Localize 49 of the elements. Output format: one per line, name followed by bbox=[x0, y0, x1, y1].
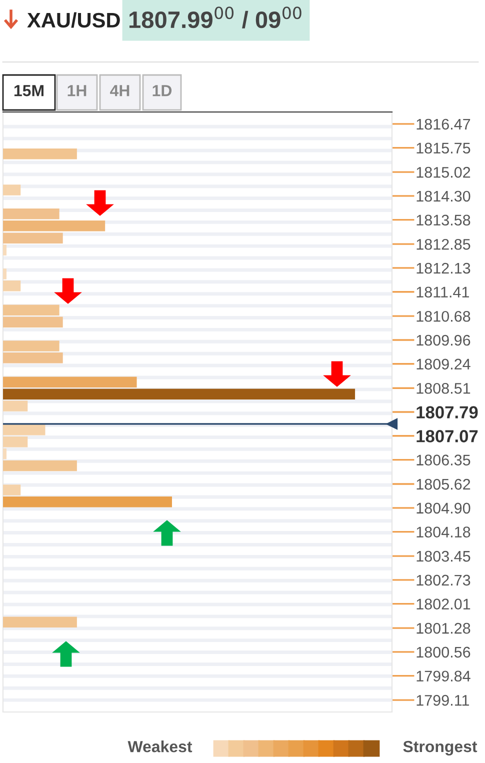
bar bbox=[3, 220, 106, 232]
bar bbox=[3, 280, 21, 292]
y-tick-label: 1801.28 bbox=[416, 622, 470, 634]
bar bbox=[3, 616, 77, 628]
y-tick-label: 1802.73 bbox=[416, 574, 470, 586]
y-tick-label: 1799.84 bbox=[416, 670, 470, 682]
bar bbox=[3, 268, 7, 280]
text: Weakest bbox=[128, 740, 192, 752]
text: 15M bbox=[14, 85, 44, 96]
bar bbox=[3, 244, 7, 256]
y-tick-label: 1800.56 bbox=[416, 646, 470, 658]
text: 4H bbox=[110, 85, 130, 96]
y-tick-label: 1815.02 bbox=[416, 166, 470, 178]
bar bbox=[3, 400, 28, 412]
y-tick-label: 1806.35 bbox=[416, 454, 470, 466]
y-tick-label: 1813.58 bbox=[416, 214, 470, 226]
y-tick-label: 1816.47 bbox=[416, 118, 470, 130]
y-tick-label: 1805.62 bbox=[416, 478, 470, 490]
bar bbox=[3, 460, 77, 472]
y-tick-label: 1803.45 bbox=[416, 550, 470, 562]
bar bbox=[3, 448, 7, 460]
chart-title: XAU/USD bbox=[27, 12, 120, 28]
y-tick-label: 1799.11 bbox=[416, 694, 469, 706]
y-tick-label: 1809.24 bbox=[416, 358, 470, 370]
bar bbox=[3, 208, 60, 220]
text: Strongest bbox=[403, 740, 478, 756]
chart-subtitle: 1807.99$^{00}$ / 09$^{00}$ bbox=[129, 6, 302, 28]
y-tick-label: 1802.01 bbox=[416, 598, 470, 610]
y-tick-label: 1815.75 bbox=[416, 142, 470, 154]
y-tick-label: 1804.18 bbox=[416, 526, 470, 538]
y-tick-label: 1814.30 bbox=[416, 190, 470, 202]
bar bbox=[3, 232, 63, 244]
y-tick-label: 1810.68 bbox=[416, 310, 470, 322]
text: 1D bbox=[152, 85, 172, 96]
y-tick-label: 1812.13 bbox=[416, 262, 470, 274]
y-tick-label: 1807.79 bbox=[416, 406, 478, 418]
y-tick-label: 1811.41 bbox=[416, 286, 469, 298]
y-tick-label: 1809.96 bbox=[416, 334, 470, 346]
y-tick-label: 1812.85 bbox=[416, 238, 470, 250]
y-tick-label: 1808.51 bbox=[416, 382, 470, 394]
bar bbox=[3, 184, 21, 196]
text: 1H bbox=[68, 85, 86, 96]
bar bbox=[3, 148, 77, 160]
bar bbox=[3, 484, 21, 496]
bar bbox=[3, 496, 172, 508]
y-tick-label: 1807.07 bbox=[416, 430, 478, 442]
bar bbox=[3, 388, 356, 400]
y-tick-label: 1804.90 bbox=[416, 502, 470, 514]
bar bbox=[3, 376, 137, 388]
